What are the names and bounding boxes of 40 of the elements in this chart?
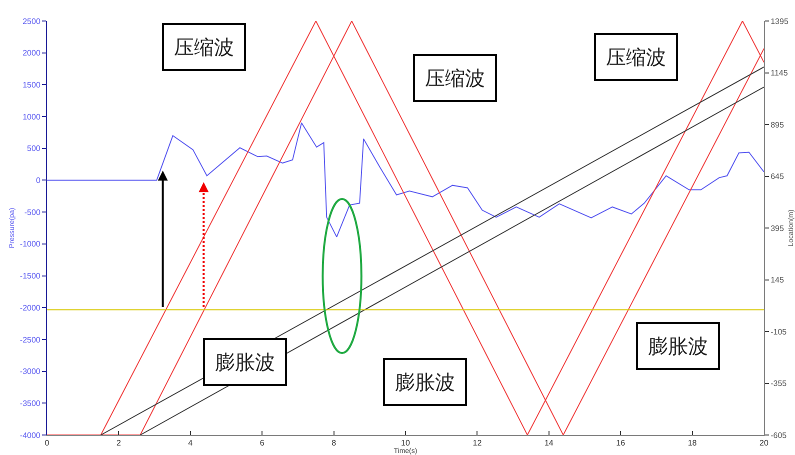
- y-tick-label: -2500: [20, 335, 41, 344]
- y2-tick-label: 895: [770, 120, 784, 130]
- y-tick-label: -3000: [20, 367, 41, 376]
- y2-tick-label: 1145: [770, 68, 788, 78]
- y-tick-label: 500: [27, 144, 41, 154]
- y-tick-label: 0: [36, 176, 41, 186]
- annotation: 膨胀波: [648, 334, 708, 358]
- y2-tick-label: 1395: [770, 16, 789, 26]
- x-tick-label: 8: [332, 438, 337, 448]
- y-tick-label: 1000: [22, 112, 41, 122]
- y2-tick-label: 645: [770, 172, 784, 182]
- y2-tick-label: -355: [770, 379, 788, 388]
- annotation: 压缩波: [425, 66, 485, 90]
- y2-tick-label: -605: [770, 430, 788, 440]
- x-tick-label: 20: [760, 438, 769, 448]
- y2-tick-label: -105: [770, 327, 788, 336]
- y-tick-label: -500: [24, 208, 41, 217]
- y-tick-label: -2000: [20, 303, 41, 312]
- annotation: 压缩波: [174, 35, 234, 59]
- x-tick-label: 18: [688, 438, 698, 448]
- y-tick-label: 1500: [22, 80, 41, 90]
- x-tick-label: 4: [188, 438, 194, 448]
- annotation: 压缩波: [606, 45, 666, 69]
- y-tick-label: 2500: [22, 16, 41, 26]
- annotation: 膨胀波: [215, 350, 275, 374]
- x-tick-label: 6: [260, 438, 265, 448]
- annotation: 膨胀波: [395, 370, 455, 394]
- x-tick-label: 16: [616, 438, 626, 448]
- y2-tick-label: 395: [770, 224, 784, 233]
- x-tick-label: 0: [44, 438, 50, 448]
- y-tick-label: -1000: [20, 240, 41, 249]
- y-tick-label: -3500: [20, 398, 41, 408]
- y2-tick-label: 145: [770, 276, 784, 285]
- y-tick-label: 2000: [22, 48, 41, 58]
- x-tick-label: 12: [472, 438, 482, 448]
- x-tick-label: 14: [544, 438, 554, 448]
- x-tick-label: 2: [116, 438, 122, 448]
- y-tick-label: -1500: [20, 272, 41, 281]
- x-tick-label: 10: [401, 438, 410, 448]
- y-tick-label: -4000: [20, 430, 41, 440]
